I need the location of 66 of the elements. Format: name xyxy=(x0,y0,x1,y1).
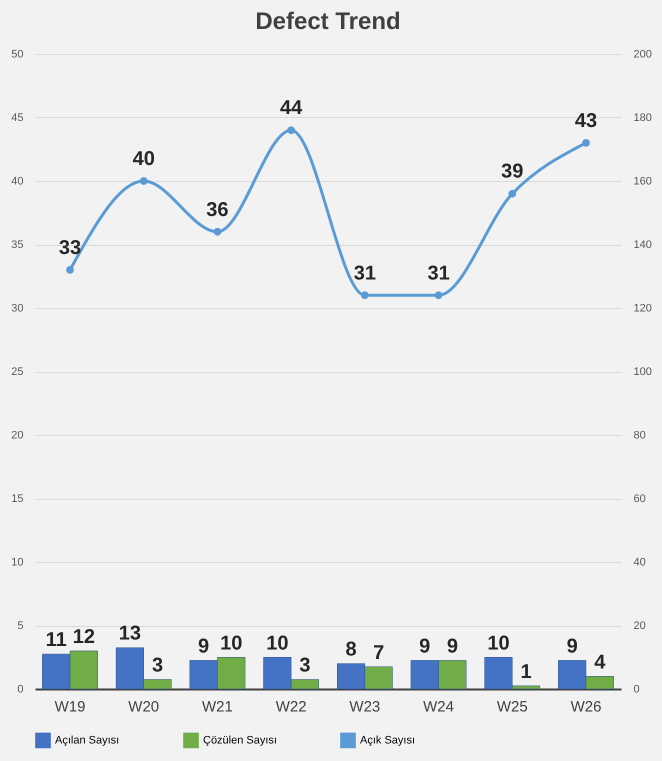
data-label: 36 xyxy=(206,198,229,221)
data-label: 10 xyxy=(220,632,242,654)
data-label: 43 xyxy=(574,110,598,132)
data-label: 9 xyxy=(419,635,430,658)
data-label: 39 xyxy=(501,160,524,183)
data-label: 9 xyxy=(198,635,210,658)
point xyxy=(360,291,369,300)
y-tick-label: 30 xyxy=(11,302,24,314)
y2-tick-label: 40 xyxy=(634,556,646,568)
y2-tick-label: 140 xyxy=(634,239,652,251)
data-label: 9 xyxy=(566,635,578,658)
point xyxy=(508,190,516,198)
data-label: 8 xyxy=(345,638,357,661)
point xyxy=(140,177,148,185)
x-tick-label: W23 xyxy=(349,698,380,716)
y-tick-label: 35 xyxy=(11,239,24,251)
data-label: 10 xyxy=(487,632,510,654)
y2-tick-label: 0 xyxy=(634,684,640,696)
data-label: 1 xyxy=(520,660,532,683)
data-label: 9 xyxy=(446,635,458,658)
data-label: 40 xyxy=(132,148,155,170)
y-tick-label: 15 xyxy=(11,493,24,505)
y2-tick-label: 200 xyxy=(634,48,652,60)
point xyxy=(66,266,74,274)
y-tick-label: 20 xyxy=(11,430,24,442)
y2-tick-label: 80 xyxy=(634,430,646,442)
y2-tick-label: 20 xyxy=(634,620,646,632)
x-tick-label: W26 xyxy=(570,698,602,716)
data-label: 12 xyxy=(72,626,95,648)
y2-tick-label: 180 xyxy=(634,112,652,124)
y-tick-label: 0 xyxy=(17,684,24,696)
data-label: 13 xyxy=(118,622,142,645)
y2-tick-label: 160 xyxy=(634,176,652,188)
y2-tick-label: 120 xyxy=(634,302,652,314)
data-label: 33 xyxy=(58,236,82,259)
data-label: 4 xyxy=(594,651,606,674)
legend-label: Çözülen Sayısı xyxy=(203,734,277,746)
legend-label: Açık Sayısı xyxy=(360,734,416,746)
x-tick-label: W25 xyxy=(496,698,528,716)
x-tick-label: W20 xyxy=(128,698,160,716)
point xyxy=(582,139,590,147)
data-label: 31 xyxy=(427,262,450,284)
y-tick-label: 5 xyxy=(17,620,24,632)
point xyxy=(287,126,296,134)
data-label: 11 xyxy=(46,629,67,652)
y2-tick-label: 100 xyxy=(634,366,652,378)
x-tick-label: W24 xyxy=(423,698,454,716)
chart-title: Defect Trend xyxy=(255,8,401,35)
y-tick-label: 25 xyxy=(11,366,24,378)
y2-tick-label: 60 xyxy=(634,493,646,505)
data-label: 10 xyxy=(266,632,288,654)
x-tick-label: W21 xyxy=(202,698,233,716)
y-tick-label: 50 xyxy=(11,48,24,60)
point xyxy=(434,291,442,300)
x-tick-label: W19 xyxy=(54,698,86,716)
y-tick-label: 40 xyxy=(11,176,24,188)
data-label: 44 xyxy=(280,97,304,120)
legend-label: Açılan Sayısı xyxy=(55,734,120,746)
data-label: 3 xyxy=(299,654,311,676)
x-tick-label: W22 xyxy=(276,698,307,716)
y-tick-label: 45 xyxy=(11,112,24,124)
data-label: 31 xyxy=(354,262,376,284)
data-label: 3 xyxy=(152,654,164,676)
point xyxy=(214,228,222,236)
y-tick-label: 10 xyxy=(11,556,24,568)
data-label: 7 xyxy=(373,642,384,664)
